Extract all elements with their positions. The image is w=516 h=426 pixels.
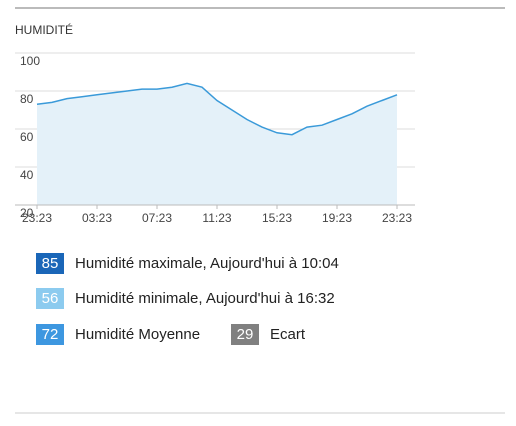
- stat-label: Ecart: [270, 326, 306, 343]
- stat-value: 85: [42, 255, 59, 272]
- x-tick-label: 23:23: [22, 211, 52, 225]
- y-tick-label: 20: [20, 206, 34, 220]
- x-tick-label: 03:23: [82, 211, 112, 225]
- y-tick-label: 60: [20, 130, 34, 144]
- y-tick-label: 40: [20, 168, 34, 182]
- stat-label: Humidité maximale, Aujourd'hui à 10:04: [75, 255, 339, 272]
- stat-badge: [36, 288, 64, 309]
- x-tick-label: 19:23: [322, 211, 352, 225]
- chart-title: HUMIDITÉ: [15, 22, 73, 37]
- stat-value: 72: [42, 326, 59, 343]
- stat-value: 56: [42, 290, 59, 307]
- line: [36, 82, 398, 136]
- stat-badge: [36, 324, 64, 345]
- x-tick-label: 23:23: [382, 211, 412, 225]
- stat-label: Humidité Moyenne: [75, 326, 200, 343]
- stat-badge: [231, 324, 259, 345]
- x-tick-label: 15:23: [262, 211, 292, 225]
- stat-badge: [36, 253, 64, 274]
- x-tick-label: 11:23: [202, 211, 231, 225]
- stat-label: Humidité minimale, Aujourd'hui à 16:32: [75, 290, 335, 307]
- y-tick-label: 80: [20, 92, 34, 106]
- stat-value: 29: [237, 326, 254, 343]
- area: [37, 83, 397, 205]
- y-tick-label: 100: [20, 54, 40, 68]
- x-tick-label: 07:23: [142, 211, 172, 225]
